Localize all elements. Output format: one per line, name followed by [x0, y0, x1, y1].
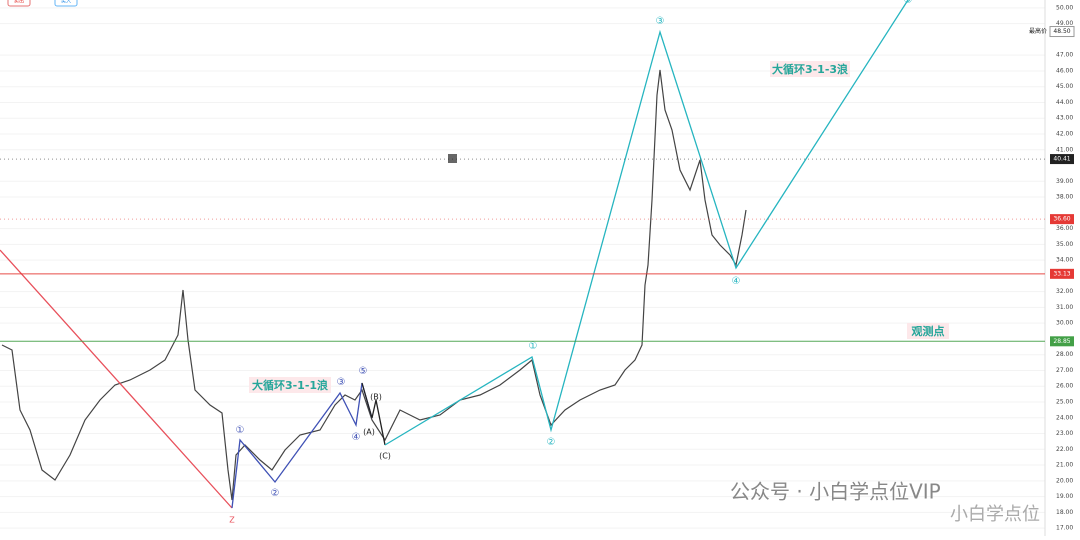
wave-label: ①: [236, 425, 245, 436]
wave-label: ③: [656, 16, 665, 27]
y-tick-label: 21.00: [1056, 462, 1073, 469]
annotation: 大循环3-1-1浪: [252, 378, 328, 392]
price-tag-label: 48.50: [1053, 28, 1070, 35]
y-tick-label: 26.00: [1056, 383, 1073, 390]
price-tag-label: 33.13: [1053, 270, 1070, 277]
wave-line-abc: [361, 382, 386, 446]
watermark: 公众号 · 小白学点位VIP: [730, 480, 941, 504]
y-tick-label: 19.00: [1056, 493, 1073, 500]
grid: [0, 7, 1045, 529]
price-tag: [1050, 214, 1074, 225]
price-tag: [1050, 336, 1074, 347]
y-tick-label: 27.00: [1056, 367, 1073, 374]
buy-text: 买入: [61, 0, 71, 5]
price-tag: [1050, 154, 1074, 165]
y-tick-label: 22.00: [1056, 446, 1073, 453]
y-tick-label: 18.00: [1056, 509, 1073, 516]
y-tick-label: 17.00: [1056, 525, 1073, 532]
y-tick-label: 34.00: [1056, 257, 1073, 264]
y-tick-label: 42.00: [1056, 131, 1073, 138]
wave-label: ⑤: [904, 0, 913, 6]
wave-line-red: [0, 249, 233, 509]
y-tick-label: 30.00: [1056, 320, 1073, 327]
y-tick-label: 32.00: [1056, 288, 1073, 295]
y-tick-label: 24.00: [1056, 414, 1073, 421]
y-tick-label: 44.00: [1056, 99, 1073, 106]
price-tag-label: 40.41: [1053, 156, 1070, 163]
y-tick-label: 41.00: [1056, 146, 1073, 153]
watermark: 小白学点位: [950, 504, 1040, 525]
price-tag-note: 最高价: [1029, 27, 1047, 35]
y-tick-label: 49.00: [1056, 20, 1073, 27]
y-tick-label: 23.00: [1056, 430, 1073, 437]
y-tick-label: 31.00: [1056, 304, 1073, 311]
y-tick-label: 36.00: [1056, 225, 1073, 232]
annotation-box: [907, 323, 949, 339]
wave-label: ①: [529, 341, 538, 352]
wave-label: ②: [547, 437, 556, 448]
wave-label: (C): [379, 452, 391, 461]
wave-labels: ① ② ③ ④ ⑤: [236, 366, 368, 499]
y-tick-label: 46.00: [1056, 67, 1073, 74]
wave-label: ④: [732, 276, 741, 287]
y-tick-label: 39.00: [1056, 178, 1073, 185]
price-path: [1, 69, 747, 501]
wave-label: (A): [363, 428, 375, 437]
price-tag: [1050, 268, 1074, 279]
y-tick-label: 45.00: [1056, 83, 1073, 90]
buy-button[interactable]: [54, 0, 78, 7]
wave-label: ④: [352, 432, 361, 443]
wave-label: (B): [370, 393, 382, 402]
price-tag-label: 28.85: [1053, 338, 1070, 345]
sell-button[interactable]: [7, 0, 31, 7]
y-tick-label: 43.00: [1056, 115, 1073, 122]
wave-label: ⑤: [359, 366, 368, 377]
annotation: 观测点: [912, 324, 945, 338]
wave-label: Z: [229, 516, 235, 525]
price-tag: [1049, 26, 1075, 38]
y-tick-label: 20.00: [1056, 477, 1073, 484]
y-tick-label: 38.00: [1056, 194, 1073, 201]
annotation-box: [770, 61, 850, 77]
price-tag-label: 36.60: [1053, 216, 1070, 223]
wave-line-teal: [384, 0, 909, 446]
y-tick-label: 28.00: [1056, 351, 1073, 358]
y-tick-label: 25.00: [1056, 399, 1073, 406]
y-tick-label: 35.00: [1056, 241, 1073, 248]
sell-text: 卖出: [14, 0, 24, 5]
annotation: 大循环3-1-3浪: [772, 62, 848, 76]
wave-label: ②: [271, 488, 280, 499]
annotation-box: [249, 377, 331, 393]
marker: [448, 154, 457, 163]
y-tick-label: 50.00: [1056, 4, 1073, 11]
y-tick-label: 47.00: [1056, 52, 1073, 59]
wave-label: ③: [337, 377, 346, 388]
